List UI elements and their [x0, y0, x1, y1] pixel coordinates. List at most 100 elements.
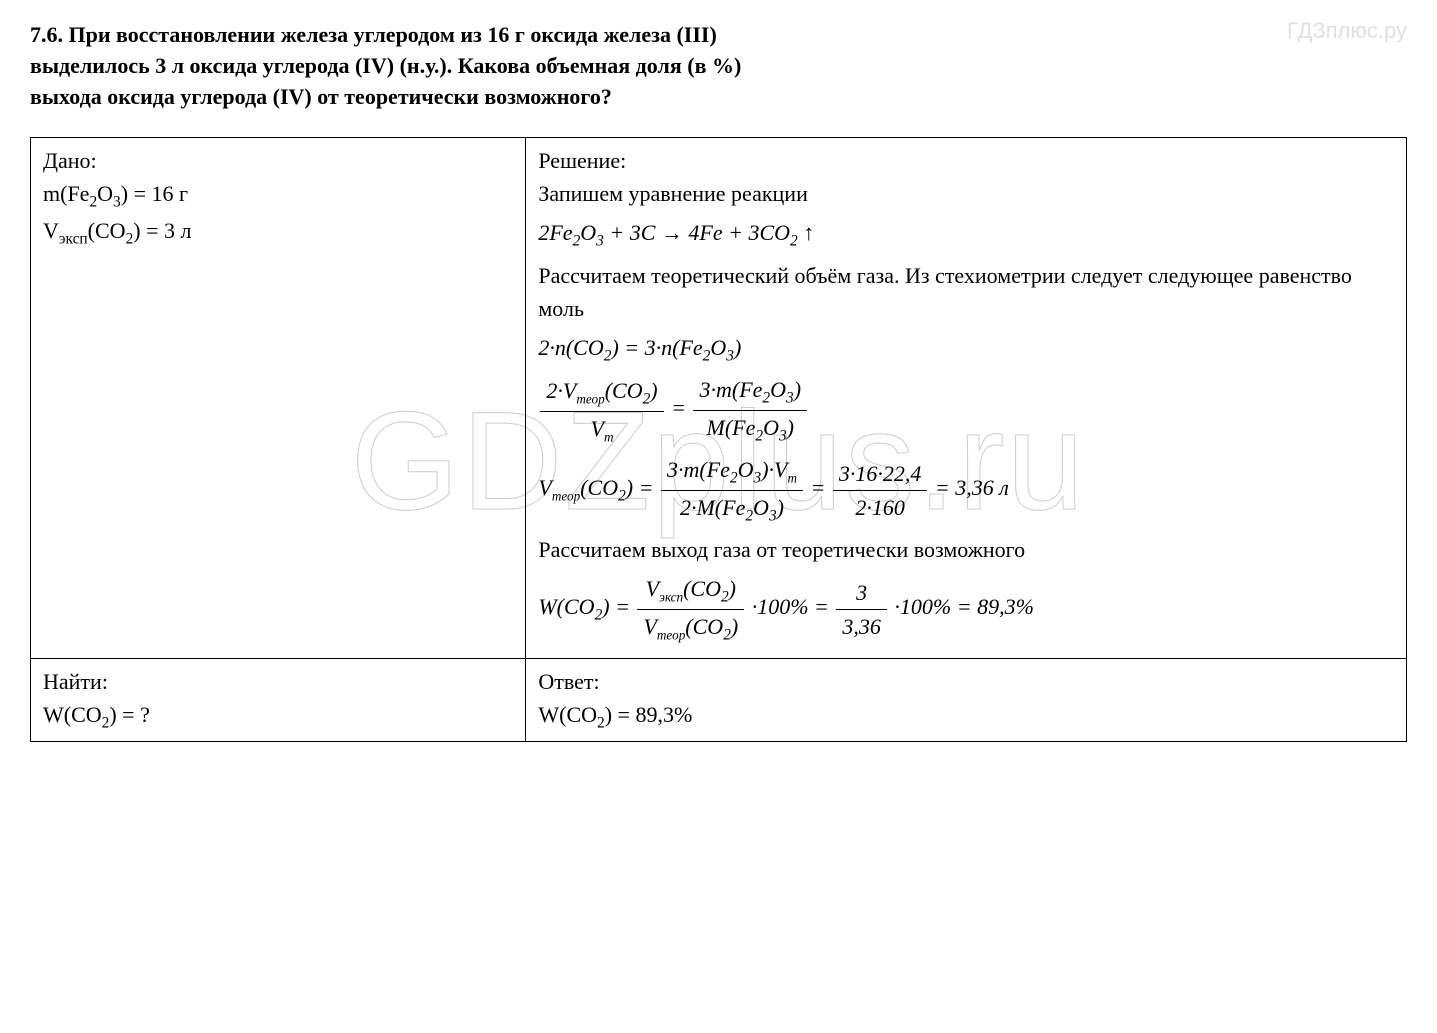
subscript: m	[604, 429, 614, 444]
text: W(CO	[538, 702, 597, 727]
coef: 2·	[538, 335, 555, 360]
coef: 3·	[645, 335, 662, 360]
table-row: Дано: m(Fe2O3) = 16 г Vэксп(CO2) = 3 л Р…	[31, 138, 1407, 659]
subscript: 3	[726, 347, 734, 364]
yield-equation: W(CO2) = Vэксп(CO2) Vтеор(CO2) ·100% = 3…	[538, 572, 1394, 646]
text: V	[591, 416, 604, 441]
text: ) =	[626, 475, 659, 500]
problem-statement: 7.6. При восстановлении железа углеродом…	[30, 20, 1407, 112]
text: ) = 89,3%	[605, 702, 693, 727]
given-volume: Vэксп(CO2) = 3 л	[43, 218, 191, 243]
subscript: 2	[755, 427, 763, 444]
var: n	[661, 335, 672, 360]
gas-arrow-icon: ↑	[798, 220, 815, 245]
text: (CO	[88, 218, 126, 243]
subscript: 2	[721, 589, 729, 606]
op: +	[723, 220, 749, 245]
subscript: 2	[597, 715, 605, 732]
unit: л	[999, 475, 1009, 500]
subscript: 3	[779, 427, 787, 444]
problem-text-3: выхода оксида углерода (IV) от теоретиче…	[30, 84, 612, 109]
answer-cell: Ответ: W(CO2) = 89,3%	[526, 659, 1407, 742]
subscript: теор	[657, 627, 685, 642]
subscript: 2	[618, 488, 626, 505]
var: V	[538, 475, 551, 500]
text: V	[43, 218, 59, 243]
text: ) =	[602, 594, 635, 619]
subscript: 2	[762, 390, 770, 407]
text: m(Fe	[43, 181, 89, 206]
result: ·100% = 89,3%	[894, 594, 1034, 619]
text: )	[650, 378, 657, 403]
text: )	[794, 377, 801, 402]
subscript: 3	[596, 233, 604, 250]
species: Fe	[699, 220, 722, 245]
subscript: 2	[723, 626, 731, 643]
denominator: 2·160	[833, 491, 928, 524]
text: 3·m(Fe	[699, 377, 762, 402]
op: =	[810, 475, 830, 500]
text: ) = 16 г	[121, 181, 188, 206]
coef: 3	[748, 220, 759, 245]
text: (CO	[580, 475, 618, 500]
subscript: m	[787, 471, 797, 486]
coef: 2	[538, 220, 549, 245]
problem-text-2: выделилось 3 л оксида углерода (IV) (н.у…	[30, 53, 741, 78]
subscript: 3	[113, 194, 121, 211]
text: (Fe	[672, 335, 703, 360]
species: Fe	[549, 220, 572, 245]
text: O	[97, 181, 113, 206]
step3-text: Рассчитаем выход газа от теоретически во…	[538, 537, 1025, 562]
fraction-numeric: 3·16·22,4 2·160	[833, 457, 928, 524]
find-header: Найти:	[43, 669, 108, 694]
text: V	[643, 614, 656, 639]
step1-text: Запишем уравнение реакции	[538, 181, 807, 206]
text: O	[710, 335, 726, 360]
text: ) = ?	[109, 702, 150, 727]
fraction-yield-numeric: 3 3,36	[836, 576, 887, 643]
subscript: 2	[790, 233, 798, 250]
subscript: эксп	[659, 590, 683, 605]
text: (CO	[605, 378, 643, 403]
arrow: →	[655, 220, 688, 245]
fraction-yield-symbolic: Vэксп(CO2) Vтеор(CO2)	[637, 572, 744, 646]
subscript: 2	[745, 507, 753, 524]
numerator: 3	[836, 576, 887, 610]
var: n	[555, 335, 566, 360]
text: (CO	[685, 614, 723, 639]
coef: 3	[630, 220, 641, 245]
species: CO	[759, 220, 790, 245]
text: )	[734, 335, 741, 360]
species: C	[641, 220, 656, 245]
subscript: теор	[576, 391, 604, 406]
subscript: эксп	[59, 230, 88, 247]
text: W(CO	[43, 702, 102, 727]
text: )	[787, 415, 794, 440]
answer-expression: W(CO2) = 89,3%	[538, 702, 692, 727]
subscript: 2	[730, 470, 738, 487]
coef: 4	[688, 220, 699, 245]
answer-header: Ответ:	[538, 669, 599, 694]
text: )	[729, 576, 736, 601]
find-cell: Найти: W(CO2) = ?	[31, 659, 526, 742]
problem-text-1: При восстановлении железа углеродом из 1…	[69, 22, 717, 47]
text: O	[753, 495, 769, 520]
result: = 3,36	[935, 475, 999, 500]
text: 2·V	[546, 378, 576, 403]
solution-header: Решение:	[538, 148, 626, 173]
fraction-right: 3·m(Fe2O3) M(Fe2O3)	[693, 373, 807, 447]
mole-equation: 2·n(CO2) = 3·n(Fe2O3)	[538, 331, 1394, 368]
numerator: 3·16·22,4	[833, 457, 928, 491]
subscript: 3	[786, 390, 794, 407]
fraction-equation: 2·Vтеор(CO2) Vm = 3·m(Fe2O3) M(Fe2O3)	[538, 373, 1394, 447]
given-cell: Дано: m(Fe2O3) = 16 г Vэксп(CO2) = 3 л	[31, 138, 526, 659]
vteor-equation: Vтеор(CO2) = 3·m(Fe2O3)·Vm 2·M(Fe2O3) = …	[538, 453, 1394, 527]
table-row: Найти: W(CO2) = ? Ответ: W(CO2) = 89,3%	[31, 659, 1407, 742]
text: M(Fe	[707, 415, 756, 440]
solution-cell: Решение: Запишем уравнение реакции 2Fe2O…	[526, 138, 1407, 659]
text: (CO	[683, 576, 721, 601]
text: )·V	[761, 457, 787, 482]
fraction-left: 2·Vтеор(CO2) Vm	[540, 374, 663, 447]
text: V	[646, 576, 659, 601]
op: =	[619, 335, 645, 360]
